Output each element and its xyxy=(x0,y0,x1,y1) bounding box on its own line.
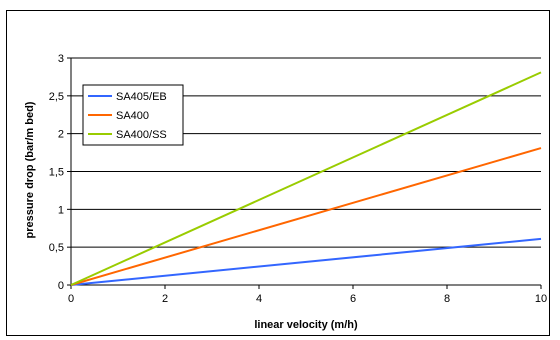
legend: SA405/EB SA400 SA400/SS xyxy=(82,84,184,146)
x-tick-label: 8 xyxy=(444,293,450,305)
x-tick-label: 0 xyxy=(68,293,74,305)
y-tick-label: 3 xyxy=(58,53,64,65)
series-lines xyxy=(70,71,542,286)
x-tick-label: 10 xyxy=(535,293,547,305)
legend-label: SA400/SS xyxy=(116,129,167,141)
tick-labels: 0 0,5 1 1,5 2 2,5 3 0 2 4 6 8 10 xyxy=(49,53,547,305)
x-tick-label: 2 xyxy=(162,293,168,305)
x-tick-label: 4 xyxy=(256,293,262,305)
y-tick-label: 1,5 xyxy=(49,167,64,179)
legend-label: SA400 xyxy=(116,110,149,122)
y-tick-label: 0,5 xyxy=(49,242,64,254)
y-tick-label: 2 xyxy=(58,129,64,141)
x-axis-title: linear velocity (m/h) xyxy=(254,319,358,331)
legend-label: SA405/EB xyxy=(116,91,167,103)
y-tick-label: 2,5 xyxy=(49,91,64,103)
series-line-sa400-ss xyxy=(70,71,542,286)
series-line-sa400 xyxy=(70,147,542,286)
series-line-sa405-eb xyxy=(70,237,542,286)
y-tick-label: 0 xyxy=(58,280,64,292)
axes xyxy=(67,57,542,289)
y-axis-title: pressure drop (bar/m bed) xyxy=(24,101,36,238)
y-tick-label: 1 xyxy=(58,204,64,216)
x-tick-label: 6 xyxy=(350,293,356,305)
